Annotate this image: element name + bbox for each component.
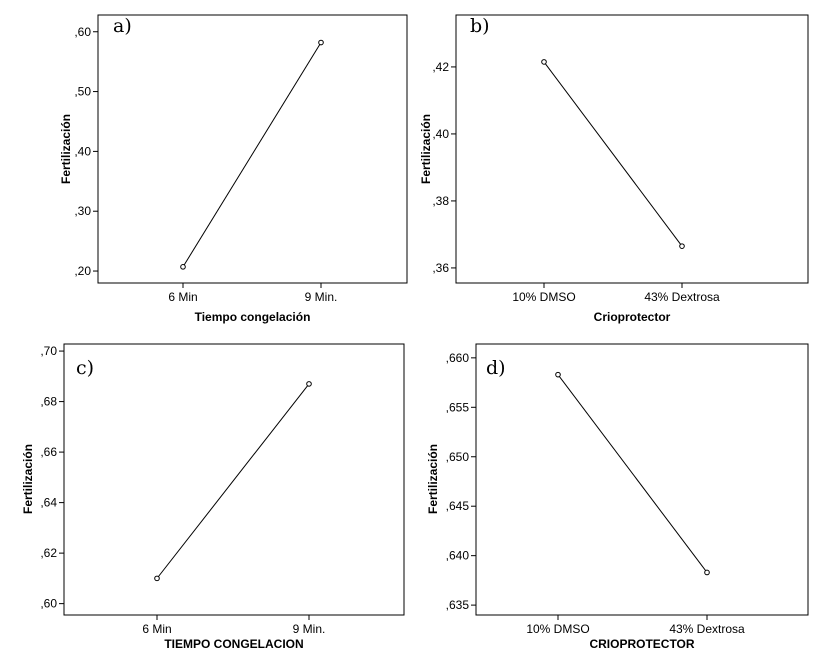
y-tick-label: ,42	[432, 60, 449, 74]
x-axis-label: Tiempo congelación	[195, 310, 311, 324]
data-point	[306, 381, 312, 387]
y-tick-label: ,655	[446, 400, 470, 414]
data-point	[541, 59, 547, 65]
y-axis-label: Fertilización	[426, 444, 440, 514]
data-point	[318, 39, 324, 46]
y-axis-label: Fertilización	[59, 114, 73, 184]
y-tick-label: ,68	[40, 395, 57, 409]
data-point	[555, 371, 561, 378]
data-point	[180, 264, 186, 270]
x-tick-label: 9 Min.	[293, 622, 326, 636]
panel-label: c)	[76, 357, 94, 379]
series-line	[156, 383, 310, 579]
chart-panel-4: d) ,635 ,640 ,645 ,650 ,655 ,660 10% DMSO 43% De…	[426, 343, 809, 651]
x-tick-label: 9 Min.	[305, 290, 338, 304]
y-tick-label: ,70	[40, 344, 57, 358]
chart-panel-2: b) ,36 ,38 ,40 ,42 10% DMSO 43% Dextrosa Criopr…	[419, 14, 809, 324]
y-tick-label: ,650	[446, 450, 470, 464]
y-tick-label: ,660	[446, 351, 470, 365]
chart-panel-3: c) ,60 ,62 ,64 ,66 ,68 ,70 6 Min 9 Min.TIEMPO CO…	[21, 343, 405, 651]
x-tick-label: 6 Min	[168, 290, 197, 304]
y-tick-label: ,640	[446, 549, 470, 563]
plot-frame	[475, 343, 809, 616]
x-axis-label: TIEMPO CONGELACION	[164, 637, 303, 651]
x-tick-label: 10% DMSO	[512, 290, 575, 304]
y-tick-label: ,30	[74, 204, 91, 218]
y-tick-label: ,635	[446, 598, 470, 612]
data-point	[154, 575, 160, 582]
panel-label: a)	[113, 15, 132, 37]
series-line	[557, 374, 708, 573]
y-tick-label: ,40	[74, 144, 91, 158]
y-tick-label: ,20	[74, 264, 91, 278]
x-axis-label: CRIOPROTECTOR	[589, 637, 694, 651]
x-tick-label: 10% DMSO	[526, 622, 589, 636]
x-axis-label: Crioprotector	[594, 310, 671, 324]
y-tick-label: ,66	[40, 445, 57, 459]
data-point	[704, 569, 710, 576]
plot-frame	[455, 14, 809, 284]
y-tick-label: ,40	[432, 127, 449, 141]
panel-label: d)	[486, 357, 506, 379]
y-axis-label: Fertilización	[419, 114, 433, 184]
chart-panel-1: a) ,20 ,30 ,40 ,50 ,60 6 Min 9 Min. Tiempo conge…	[59, 14, 408, 324]
panel-label: b)	[470, 15, 490, 37]
y-tick-label: ,36	[432, 261, 449, 275]
y-tick-label: ,645	[446, 499, 470, 513]
y-tick-label: ,64	[40, 496, 57, 510]
y-tick-label: ,38	[432, 194, 449, 208]
series-line	[543, 61, 683, 247]
y-axis-label: Fertilización	[21, 444, 35, 514]
y-tick-label: ,50	[74, 85, 91, 99]
data-point	[679, 243, 685, 249]
x-tick-label: 43% Dextrosa	[669, 622, 745, 636]
series-line	[182, 42, 322, 268]
y-tick-label: ,60	[74, 25, 91, 39]
x-tick-label: 6 Min	[142, 622, 171, 636]
plot-frame	[97, 14, 408, 284]
x-tick-label: 43% Dextrosa	[644, 290, 720, 304]
y-tick-label: ,60	[40, 597, 57, 611]
y-tick-label: ,62	[40, 546, 57, 560]
